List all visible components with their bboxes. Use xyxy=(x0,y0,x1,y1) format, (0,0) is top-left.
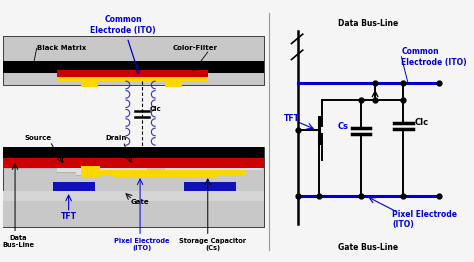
Bar xyxy=(3,147,264,227)
Text: Drain: Drain xyxy=(105,135,127,141)
Text: Data Bus-Line: Data Bus-Line xyxy=(338,19,399,28)
Bar xyxy=(3,191,264,200)
Text: Gate: Gate xyxy=(131,199,149,205)
Bar xyxy=(3,36,264,85)
Text: TFT: TFT xyxy=(284,114,300,123)
Text: Pixel Electrode
(ITO): Pixel Electrode (ITO) xyxy=(392,210,457,229)
Bar xyxy=(81,166,100,177)
Bar xyxy=(81,77,98,87)
Text: Pixel Electrode
(ITO): Pixel Electrode (ITO) xyxy=(114,238,170,251)
Text: Storage Capacitor
(Cs): Storage Capacitor (Cs) xyxy=(179,238,246,251)
Bar xyxy=(100,171,217,175)
Bar xyxy=(184,182,236,191)
Bar xyxy=(57,70,208,77)
Bar xyxy=(57,77,208,81)
Polygon shape xyxy=(3,168,114,175)
Text: Data
Bus-Line: Data Bus-Line xyxy=(2,235,34,248)
Bar xyxy=(198,171,246,175)
Bar xyxy=(3,200,264,227)
Polygon shape xyxy=(114,168,262,174)
Bar xyxy=(3,62,264,73)
Text: Gate Bus-Line: Gate Bus-Line xyxy=(338,243,399,252)
Bar xyxy=(3,147,264,158)
Bar xyxy=(53,182,95,191)
Text: Source: Source xyxy=(25,135,52,141)
Text: Clc: Clc xyxy=(149,106,161,112)
Text: Common
Electrode (ITO): Common Electrode (ITO) xyxy=(401,47,467,67)
Text: TFT: TFT xyxy=(61,212,77,221)
Text: Cs: Cs xyxy=(338,122,349,131)
Text: Common
Electrode (ITO): Common Electrode (ITO) xyxy=(91,15,156,73)
Bar xyxy=(165,77,182,87)
Text: Clc: Clc xyxy=(415,118,428,127)
Text: Color-Filter: Color-Filter xyxy=(172,45,217,51)
Bar xyxy=(3,158,264,168)
Text: Black Matrix: Black Matrix xyxy=(36,45,86,51)
Bar xyxy=(114,172,217,177)
